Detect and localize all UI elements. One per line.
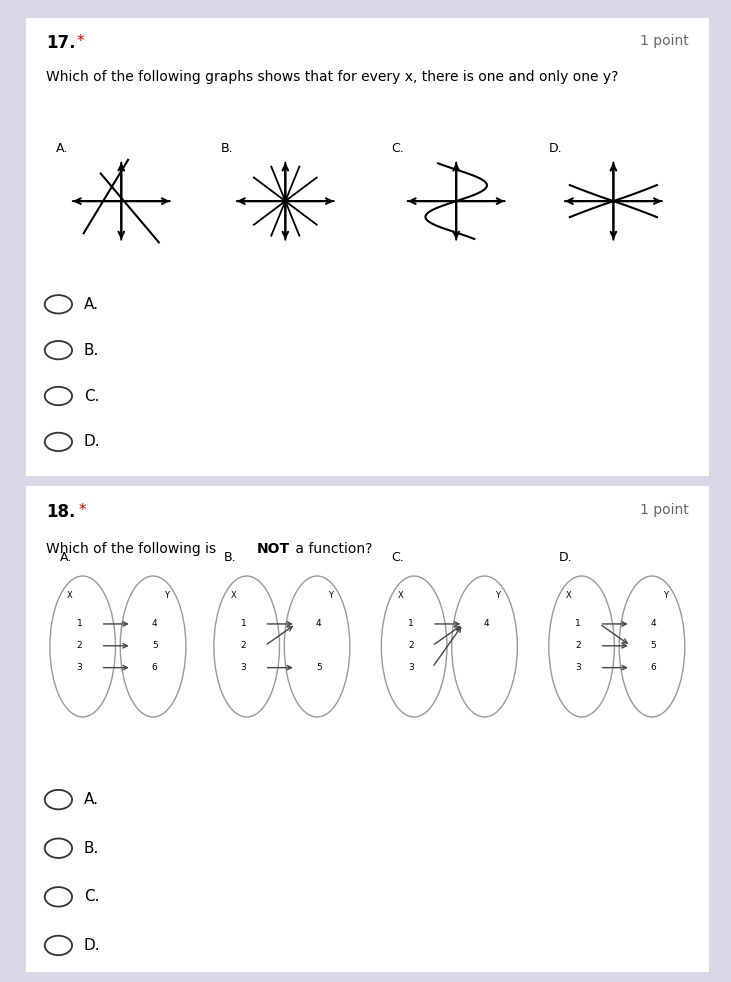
Text: Y: Y (327, 591, 333, 600)
Text: C.: C. (391, 551, 404, 564)
Text: C.: C. (83, 890, 99, 904)
Text: a function?: a function? (291, 542, 372, 556)
Text: D.: D. (558, 551, 572, 564)
Text: 1 point: 1 point (640, 503, 689, 518)
Text: 18.: 18. (46, 503, 75, 521)
Text: 3: 3 (575, 663, 581, 672)
Text: 4: 4 (316, 620, 322, 628)
Text: 6: 6 (651, 663, 656, 672)
Text: A.: A. (60, 551, 72, 564)
Text: 4: 4 (483, 620, 489, 628)
Text: X: X (398, 591, 404, 600)
Text: 3: 3 (240, 663, 246, 672)
Text: Y: Y (164, 591, 169, 600)
Text: 2: 2 (408, 641, 414, 650)
Text: 4: 4 (651, 620, 656, 628)
Text: B.: B. (224, 551, 236, 564)
Text: 2: 2 (575, 641, 581, 650)
Text: Y: Y (662, 591, 667, 600)
Text: X: X (231, 591, 236, 600)
Text: 5: 5 (152, 641, 158, 650)
Text: 1: 1 (575, 620, 581, 628)
Text: Which of the following is: Which of the following is (46, 542, 221, 556)
Text: 3: 3 (408, 663, 414, 672)
Text: D.: D. (548, 142, 562, 155)
Text: 2: 2 (77, 641, 82, 650)
Text: 4: 4 (152, 620, 157, 628)
FancyBboxPatch shape (19, 13, 716, 481)
Text: 6: 6 (152, 663, 158, 672)
Text: B.: B. (83, 841, 99, 855)
Text: X: X (67, 591, 72, 600)
Text: 1: 1 (240, 620, 246, 628)
Text: 2: 2 (240, 641, 246, 650)
Text: 5: 5 (651, 641, 656, 650)
Text: X: X (566, 591, 572, 600)
Text: Which of the following graphs shows that for every x, there is one and only one : Which of the following graphs shows that… (46, 71, 618, 84)
Text: *: * (78, 503, 86, 518)
Text: *: * (77, 33, 85, 49)
Text: 3: 3 (77, 663, 83, 672)
Text: 5: 5 (316, 663, 322, 672)
Text: D.: D. (83, 938, 100, 953)
Text: A.: A. (83, 297, 99, 312)
Text: 1 point: 1 point (640, 33, 689, 48)
Text: D.: D. (83, 434, 100, 450)
Text: A.: A. (56, 142, 69, 155)
Text: 1: 1 (408, 620, 414, 628)
Text: NOT: NOT (257, 542, 289, 556)
Text: Y: Y (495, 591, 500, 600)
Text: C.: C. (391, 142, 404, 155)
Text: C.: C. (83, 389, 99, 404)
Text: 1: 1 (77, 620, 83, 628)
FancyBboxPatch shape (19, 481, 716, 977)
Text: B.: B. (220, 142, 233, 155)
Text: B.: B. (83, 343, 99, 357)
Text: 17.: 17. (46, 33, 75, 52)
Text: A.: A. (83, 792, 99, 807)
